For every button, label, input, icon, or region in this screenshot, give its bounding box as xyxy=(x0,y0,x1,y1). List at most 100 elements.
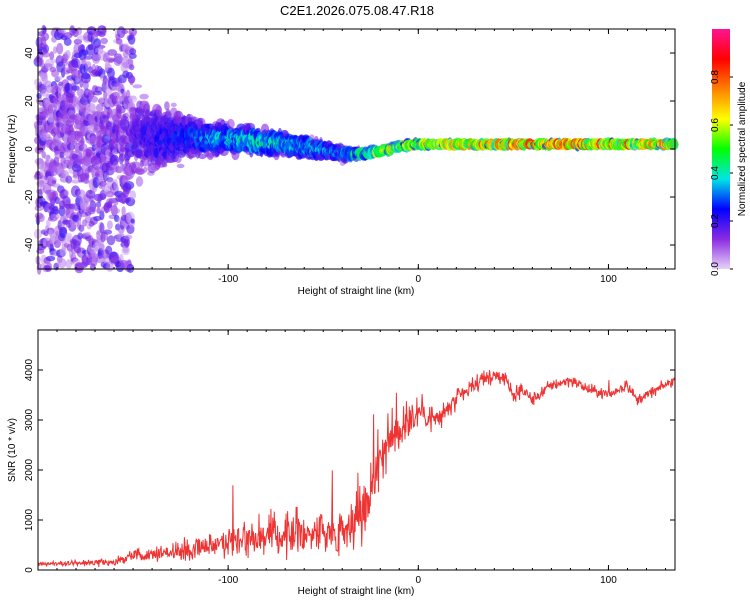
spectrogram-cell xyxy=(111,155,118,162)
spectrogram-cell xyxy=(226,118,235,130)
colorbar-tick-label: 0.8 xyxy=(710,70,721,84)
spectrogram-cell xyxy=(128,27,137,37)
spectrogram-cell xyxy=(91,52,101,64)
y-tick-label: 1000 xyxy=(24,508,35,531)
spectrogram-cell xyxy=(64,50,71,59)
spectrogram-cell xyxy=(99,243,105,251)
spectrogram-cell xyxy=(127,58,134,66)
x-tick-label: 100 xyxy=(600,575,617,586)
spectrogram-cell xyxy=(78,224,85,232)
spectrogram-cell xyxy=(83,55,93,60)
figure-title: C2E1.2026.075.08.47.R18 xyxy=(280,3,434,18)
spectrogram-cell xyxy=(63,37,72,47)
spectrogram-cell xyxy=(69,91,76,98)
spectrogram-cells xyxy=(33,24,679,275)
snr-xlabel: Height of straight line (km) xyxy=(298,586,415,597)
colorbar: 0.0 0.2 0.4 0.6 0.8 Normalized spectral ampl… xyxy=(710,29,748,276)
colorbar-tick-label: 0.0 xyxy=(710,262,721,276)
x-tick-label: 0 xyxy=(416,274,422,285)
spectrogram-cell xyxy=(73,43,81,55)
y-tick-label: 0 xyxy=(24,146,35,152)
spectrogram-cell xyxy=(121,206,126,216)
y-tick-label: 2000 xyxy=(24,458,35,481)
snr-frame xyxy=(37,329,676,571)
spectrogram-cell xyxy=(113,91,118,97)
spectrogram-cell xyxy=(71,179,81,184)
spectrogram-cell xyxy=(100,37,108,45)
spectrogram-cell xyxy=(155,105,163,117)
spectrogram-cell xyxy=(113,208,121,214)
spectrogram-cell xyxy=(165,108,171,117)
y-tick-label: 3000 xyxy=(24,408,35,431)
spectrogram-cell xyxy=(128,53,137,59)
spectrogram-cell xyxy=(130,218,135,224)
spectrogram-cell xyxy=(51,180,57,184)
spectrogram-cell xyxy=(131,161,141,169)
spectrogram-cell xyxy=(107,49,118,56)
spectrogram-cell xyxy=(170,102,177,108)
spectrogram-cell xyxy=(54,196,61,205)
colorbar-label: Normalized spectral amplitude xyxy=(737,81,748,216)
spectrogram-cell xyxy=(123,234,133,240)
spectrogram-cell xyxy=(50,59,58,64)
spectrogram-cell xyxy=(73,38,83,45)
spectrogram-cell xyxy=(122,246,129,254)
spectrogram-cell xyxy=(57,85,64,94)
spectrogram-cell xyxy=(49,51,55,60)
spectrogram-cell xyxy=(59,227,68,239)
spectrogram-cell xyxy=(62,172,67,177)
spectrogram-cell xyxy=(81,57,86,66)
spectrogram-cell xyxy=(50,213,60,220)
snr-series-line xyxy=(38,369,675,568)
spectrogram-cell xyxy=(129,190,137,200)
spectrogram-cell xyxy=(51,69,60,78)
colorbar-gradient xyxy=(712,29,730,269)
spectrogram-cell xyxy=(126,263,135,273)
spectrogram-cell xyxy=(87,103,96,113)
spectrogram-cell xyxy=(76,27,82,36)
spectrogram-cell xyxy=(40,32,50,41)
spectrogram-cell xyxy=(63,59,68,67)
spectrogram-cell xyxy=(96,207,101,214)
spectrogram-ticks: -100 0 100 -40 -20 0 20 40 xyxy=(24,29,675,285)
spectrogram-cell xyxy=(45,255,56,262)
spectrogram-cell xyxy=(124,181,135,190)
spectrogram-cell xyxy=(89,200,96,212)
colorbar-tick-label: 0.2 xyxy=(710,214,721,228)
spectrogram-cell xyxy=(56,42,64,55)
spectrogram-cell xyxy=(92,176,100,189)
spectrogram-cell xyxy=(65,175,73,184)
spectrogram-cell xyxy=(84,179,90,184)
spectrogram-cell xyxy=(53,46,58,54)
spectrogram-cell xyxy=(80,136,85,147)
spectrogram-cell xyxy=(99,222,105,234)
spectrogram-cell xyxy=(176,163,185,169)
snr-ylabel: SNR (10 * v/v) xyxy=(7,418,18,482)
spectrogram-cell xyxy=(64,190,69,196)
spectrogram-cell xyxy=(113,178,118,191)
x-tick-label: -100 xyxy=(218,575,238,586)
spectrogram-cell xyxy=(40,133,48,141)
spectrogram-cell xyxy=(71,85,80,91)
spectrogram-cell xyxy=(89,95,99,103)
spectrogram-cell xyxy=(93,215,102,222)
spectrogram-cell xyxy=(81,72,91,80)
spectrogram-cell xyxy=(135,176,144,187)
spectrogram-cell xyxy=(46,219,51,228)
spectrogram-cell xyxy=(57,258,67,269)
x-tick-label: 100 xyxy=(600,274,617,285)
spectrogram-cell xyxy=(99,210,105,221)
spectrogram-cell xyxy=(106,220,113,230)
spectrogram-cell xyxy=(42,44,50,54)
spectrogram-cell xyxy=(81,163,86,175)
spectrogram-cell xyxy=(139,93,149,100)
colorbar-tick-label: 0.6 xyxy=(710,118,721,132)
colorbar-ticks: 0.0 0.2 0.4 0.6 0.8 xyxy=(710,70,733,276)
spectrogram-panel: -100 0 100 -40 -20 0 20 40 Height of straight l… xyxy=(7,24,679,297)
y-tick-label: -20 xyxy=(24,189,35,204)
spectrogram-cell xyxy=(38,213,45,223)
spectrogram-cell xyxy=(95,103,104,113)
